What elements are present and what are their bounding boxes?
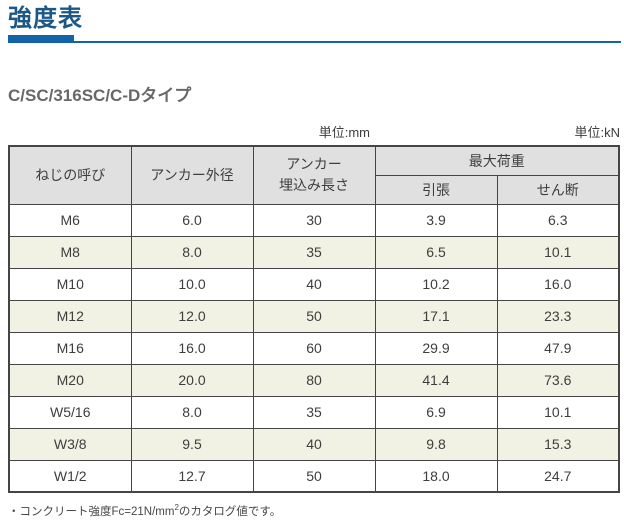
col-header-embed-depth: アンカー 埋込み長さ — [252, 145, 376, 205]
cell-outer-diameter: 16.0 — [130, 331, 254, 365]
header-row-2: 引張 せん断 — [9, 174, 620, 205]
cell-screw-size: W5/16 — [8, 395, 132, 429]
cell-embed-depth: 80 — [252, 363, 376, 397]
table-row: M16 16.0 60 29.9 47.9 — [8, 331, 620, 365]
col-header-max-load: 最大荷重 — [374, 145, 620, 176]
cell-shear: 47.9 — [496, 331, 620, 365]
cell-shear: 10.1 — [496, 235, 620, 269]
footnote-superscript: 2 — [174, 503, 179, 512]
section-subtitle: C/SC/316SC/C-Dタイプ — [8, 86, 192, 105]
page-title: 強度表 — [8, 5, 83, 32]
cell-embed-depth: 35 — [252, 235, 376, 269]
cell-screw-size: W1/2 — [8, 459, 132, 493]
col-header-screw-size: ねじの呼び — [8, 145, 132, 205]
cell-outer-diameter: 8.0 — [130, 235, 254, 269]
cell-shear: 16.0 — [496, 267, 620, 301]
cell-embed-depth: 50 — [252, 299, 376, 333]
cell-screw-size: M20 — [8, 363, 132, 397]
cell-embed-depth: 40 — [252, 267, 376, 301]
cell-tension: 3.9 — [374, 203, 498, 237]
cell-outer-diameter: 20.0 — [130, 363, 254, 397]
table-row: M10 10.0 40 10.2 16.0 — [8, 267, 620, 301]
col-header-embed-depth-line1: アンカー — [286, 155, 342, 172]
footnote-prefix: ・コンクリート強度Fc=21N/mm — [8, 505, 175, 518]
cell-outer-diameter: 12.7 — [130, 459, 254, 493]
cell-shear: 73.6 — [496, 363, 620, 397]
cell-tension: 41.4 — [374, 363, 498, 397]
unit-label-kn: 単位:kN — [574, 125, 620, 140]
table-row: M6 6.0 30 3.9 6.3 — [8, 203, 620, 237]
cell-tension: 9.8 — [374, 427, 498, 461]
col-header-tension: 引張 — [374, 174, 498, 205]
col-header-outer-diameter: アンカー外径 — [130, 145, 254, 205]
table-row: M12 12.0 50 17.1 23.3 — [8, 299, 620, 333]
cell-outer-diameter: 9.5 — [130, 427, 254, 461]
cell-outer-diameter: 10.0 — [130, 267, 254, 301]
cell-screw-size: M8 — [8, 235, 132, 269]
table-row: W3/8 9.5 40 9.8 15.3 — [8, 427, 620, 461]
cell-screw-size: W3/8 — [8, 427, 132, 461]
table-row: W5/16 8.0 35 6.9 10.1 — [8, 395, 620, 429]
cell-outer-diameter: 12.0 — [130, 299, 254, 333]
col-header-embed-depth-line2: 埋込み長さ — [279, 177, 349, 194]
cell-embed-depth: 50 — [252, 459, 376, 493]
cell-shear: 10.1 — [496, 395, 620, 429]
cell-tension: 18.0 — [374, 459, 498, 493]
cell-screw-size: M12 — [8, 299, 132, 333]
cell-shear: 23.3 — [496, 299, 620, 333]
cell-embed-depth: 35 — [252, 395, 376, 429]
title-underline-rule — [8, 35, 621, 43]
cell-tension: 6.9 — [374, 395, 498, 429]
rule-accent-bar — [8, 35, 74, 43]
strength-table: ねじの呼び アンカー外径 アンカー 埋込み長さ 最大荷重 引張 せん断 M6 6… — [8, 145, 620, 493]
cell-outer-diameter: 8.0 — [130, 395, 254, 429]
cell-embed-depth: 60 — [252, 331, 376, 365]
cell-tension: 29.9 — [374, 331, 498, 365]
unit-label-mm: 単位:mm — [318, 125, 370, 140]
cell-screw-size: M10 — [8, 267, 132, 301]
header-row-1: ねじの呼び アンカー外径 アンカー 埋込み長さ 最大荷重 — [8, 145, 620, 205]
cell-embed-depth: 30 — [252, 203, 376, 237]
footnote: ・コンクリート強度Fc=21N/mm2のカタログ値です。 — [8, 502, 624, 520]
footnote-suffix: のカタログ値です。 — [178, 505, 282, 518]
cell-shear: 15.3 — [496, 427, 620, 461]
cell-outer-diameter: 6.0 — [130, 203, 254, 237]
strength-table-header: ねじの呼び アンカー外径 アンカー 埋込み長さ 最大荷重 引張 せん断 — [8, 145, 620, 205]
table-row: M8 8.0 35 6.5 10.1 — [8, 235, 620, 269]
cell-shear: 6.3 — [496, 203, 620, 237]
cell-screw-size: M16 — [8, 331, 132, 365]
table-row: M20 20.0 80 41.4 73.6 — [8, 363, 620, 397]
unit-labels-row: 単位:mm 単位:kN — [8, 123, 620, 141]
cell-tension: 6.5 — [374, 235, 498, 269]
cell-screw-size: M6 — [8, 203, 132, 237]
table-row: W1/2 12.7 50 18.0 24.7 — [8, 459, 620, 493]
cell-tension: 10.2 — [374, 267, 498, 301]
rule-thin-line — [8, 41, 621, 43]
cell-embed-depth: 40 — [252, 427, 376, 461]
col-header-shear: せん断 — [496, 174, 620, 205]
cell-tension: 17.1 — [374, 299, 498, 333]
cell-shear: 24.7 — [496, 459, 620, 493]
strength-table-body: M6 6.0 30 3.9 6.3 M8 8.0 35 6.5 10.1 M10… — [8, 203, 620, 493]
